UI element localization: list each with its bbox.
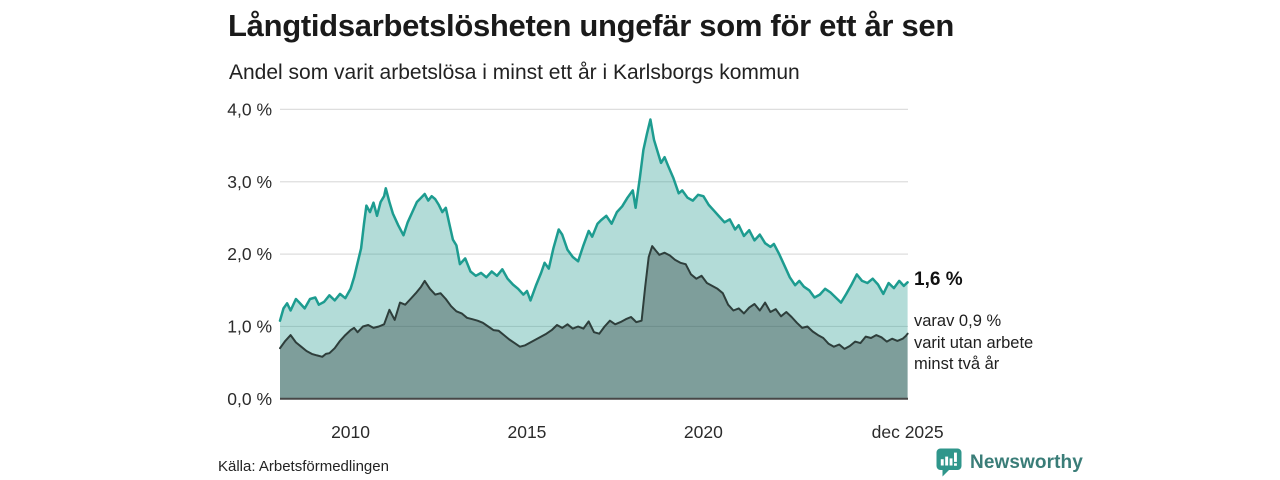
series-area-arbetslosa_minst_ett_ar bbox=[280, 119, 908, 399]
x-tick-label: dec 2025 bbox=[872, 422, 944, 442]
newsworthy-bubble-barchart-icon bbox=[936, 448, 962, 477]
annotation-line: varit utan arbete bbox=[914, 333, 1034, 352]
newsworthy-logo: Newsworthy bbox=[936, 448, 1083, 477]
annotation-line: varav 0,9 % bbox=[914, 312, 1002, 330]
series-line-utan_arbete_minst_tva_ar bbox=[279, 245, 909, 358]
x-tick-label: 2020 bbox=[684, 422, 723, 442]
source-credit: Källa: Arbetsförmedlingen bbox=[218, 458, 389, 475]
annotation-line: minst två år bbox=[914, 355, 1000, 373]
y-tick-label: 0,0 % bbox=[227, 389, 272, 409]
newsworthy-wordmark: Newsworthy bbox=[970, 451, 1083, 473]
y-tick-label: 3,0 % bbox=[227, 172, 272, 192]
latest-value-label: 1,6 % bbox=[914, 269, 963, 290]
y-tick-label: 1,0 % bbox=[227, 316, 272, 336]
chart-subtitle: Andel som varit arbetslösa i minst ett å… bbox=[229, 61, 800, 84]
x-tick-label: 2015 bbox=[507, 422, 546, 442]
x-tick-label: 2010 bbox=[331, 422, 370, 442]
y-tick-label: 2,0 % bbox=[227, 244, 272, 264]
two-year-annotation: varav 0,9 % varit utan arbete minst två … bbox=[914, 311, 1033, 376]
series-line-arbetslosa_minst_ett_ar bbox=[278, 118, 909, 322]
page-title: Långtidsarbetslösheten ungefär som för e… bbox=[228, 8, 955, 43]
series-area-utan_arbete_minst_tva_ar bbox=[280, 246, 908, 399]
y-tick-label: 4,0 % bbox=[227, 99, 272, 119]
